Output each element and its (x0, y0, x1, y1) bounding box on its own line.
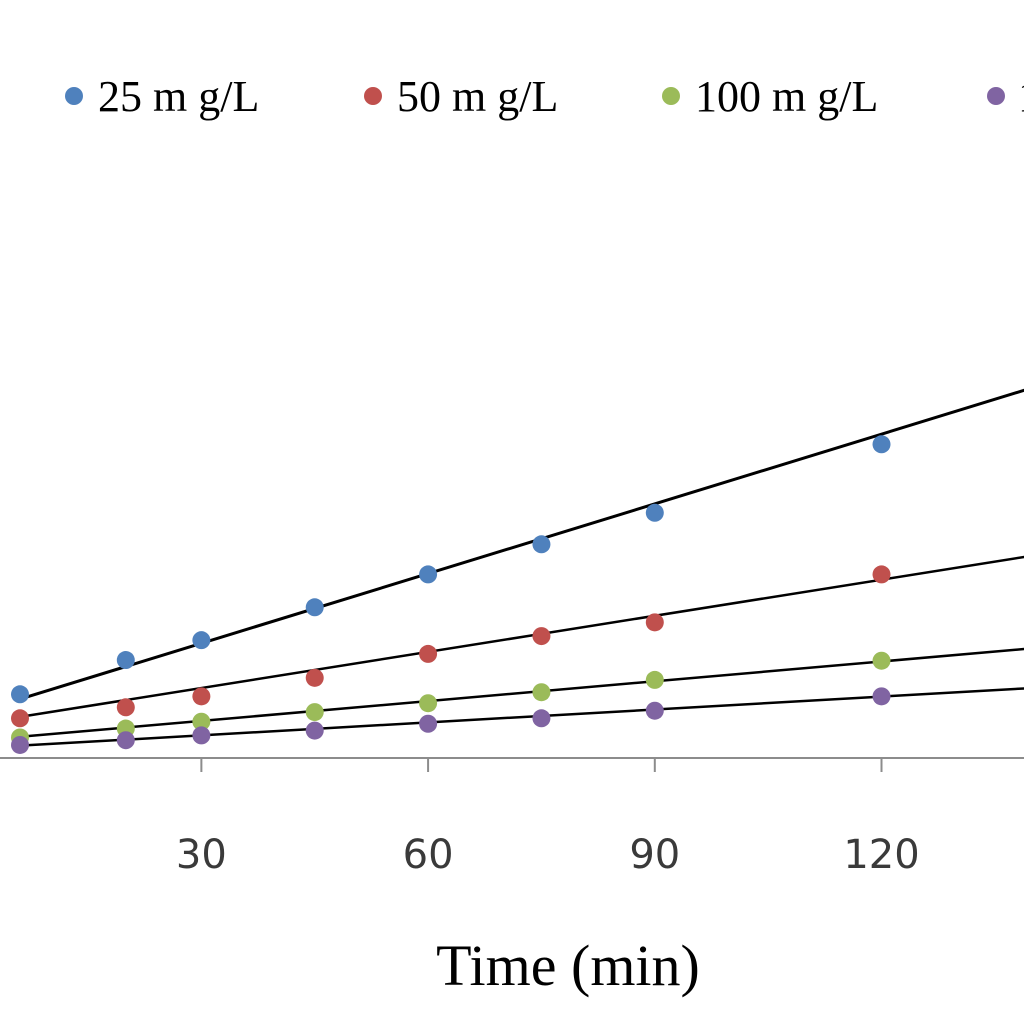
legend-marker-4 (987, 87, 1005, 105)
data-point-series-2 (872, 565, 891, 584)
data-point-series-4 (872, 687, 891, 706)
x-tick-label: 90 (629, 832, 680, 878)
data-point-series-1 (116, 651, 135, 670)
trendlines (19, 388, 1024, 747)
data-point-series-3 (419, 694, 438, 713)
x-tick-label: 60 (403, 832, 454, 878)
data-point-series-1 (419, 565, 438, 584)
data-point-series-4 (192, 726, 211, 745)
data-point-series-1 (305, 598, 324, 617)
data-point-series-2 (11, 709, 29, 728)
data-point-series-2 (645, 613, 664, 632)
legend-label-4: 1 (1018, 72, 1024, 121)
x-axis-ticks: 30 60 90 120 (176, 758, 920, 878)
legend-label-25: 25 m g/L (98, 72, 259, 121)
data-point-series-1 (192, 631, 211, 650)
legend-marker-50 (364, 87, 382, 105)
legend-item-4: 1 (987, 72, 1024, 121)
legend-item-100: 100 m g/L (662, 72, 878, 121)
data-point-series-3 (872, 651, 891, 670)
legend-item-25: 25 m g/L (65, 72, 259, 121)
data-point-series-1 (532, 535, 551, 554)
trendline-series-1 (19, 388, 1024, 701)
x-axis-title: Time (min) (436, 933, 700, 998)
data-point-series-4 (11, 735, 29, 754)
data-point-series-2 (116, 698, 135, 717)
x-tick-label: 30 (176, 832, 227, 878)
data-point-series-2 (305, 668, 324, 687)
data-points (11, 435, 891, 754)
data-point-series-4 (645, 701, 664, 720)
legend-item-50: 50 m g/L (364, 72, 558, 121)
data-point-series-2 (419, 644, 438, 663)
data-point-series-2 (532, 627, 551, 646)
data-point-series-2 (192, 687, 211, 706)
legend-marker-25 (65, 87, 83, 105)
data-point-series-4 (116, 731, 135, 750)
legend-label-50: 50 m g/L (397, 72, 558, 121)
data-point-series-1 (11, 685, 29, 704)
data-point-series-3 (645, 670, 664, 689)
data-point-series-1 (872, 435, 891, 454)
data-point-series-3 (532, 683, 551, 702)
data-point-series-4 (305, 721, 324, 740)
data-point-series-3 (305, 703, 324, 722)
data-point-series-3 (192, 712, 211, 731)
data-point-series-4 (419, 714, 438, 733)
data-point-series-1 (645, 503, 664, 522)
x-tick-label: 120 (843, 832, 919, 878)
data-point-series-4 (532, 709, 551, 728)
legend-label-100: 100 m g/L (695, 72, 878, 121)
legend: 25 m g/L 50 m g/L 100 m g/L 1 (65, 72, 1024, 121)
legend-marker-100 (662, 87, 680, 105)
